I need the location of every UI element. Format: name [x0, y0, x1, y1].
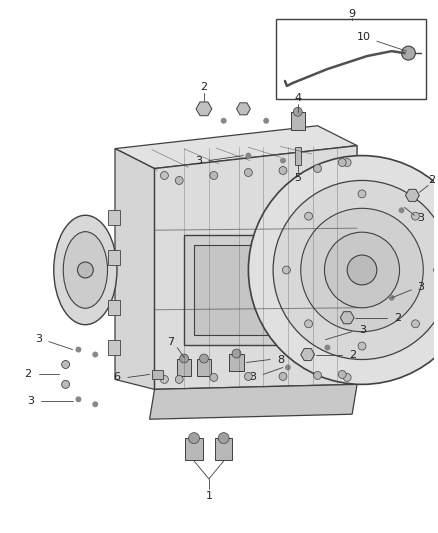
Bar: [295, 147, 301, 165]
Circle shape: [244, 373, 252, 381]
Polygon shape: [340, 312, 354, 324]
Circle shape: [279, 373, 287, 381]
Polygon shape: [115, 126, 357, 168]
Circle shape: [358, 342, 366, 350]
Circle shape: [402, 46, 415, 60]
Circle shape: [245, 152, 251, 158]
Ellipse shape: [63, 232, 107, 308]
Circle shape: [412, 320, 420, 328]
Circle shape: [218, 433, 229, 443]
Text: 7: 7: [167, 337, 174, 346]
Bar: [152, 370, 163, 379]
Ellipse shape: [54, 215, 117, 325]
Bar: [194, 245, 293, 335]
Bar: [291, 112, 305, 130]
Circle shape: [175, 375, 183, 383]
Text: 2: 2: [349, 350, 356, 360]
Text: 2: 2: [394, 313, 401, 323]
Text: 2: 2: [428, 175, 435, 185]
Text: 3: 3: [249, 373, 256, 382]
Circle shape: [189, 433, 199, 443]
Circle shape: [75, 397, 81, 402]
Circle shape: [325, 345, 330, 351]
Bar: [185, 438, 203, 460]
Text: 9: 9: [349, 9, 356, 19]
Circle shape: [285, 365, 291, 370]
Circle shape: [78, 262, 93, 278]
Text: 6: 6: [113, 373, 120, 382]
Circle shape: [434, 266, 438, 274]
Circle shape: [62, 360, 70, 368]
Circle shape: [221, 118, 226, 124]
Circle shape: [389, 295, 395, 301]
Circle shape: [160, 375, 168, 383]
Circle shape: [279, 166, 287, 174]
Ellipse shape: [325, 232, 399, 308]
Circle shape: [412, 212, 420, 220]
Ellipse shape: [248, 156, 438, 384]
Text: 5: 5: [294, 173, 301, 183]
Circle shape: [314, 165, 321, 173]
Circle shape: [210, 374, 218, 382]
Text: 2: 2: [24, 369, 31, 379]
Text: 4: 4: [294, 93, 301, 103]
Bar: [108, 250, 120, 265]
Text: 8: 8: [277, 354, 284, 365]
Ellipse shape: [273, 181, 438, 360]
Circle shape: [92, 352, 98, 358]
Circle shape: [293, 107, 302, 116]
Circle shape: [180, 354, 189, 363]
Bar: [184, 235, 303, 345]
Polygon shape: [150, 384, 357, 419]
Text: 3: 3: [417, 213, 424, 223]
Circle shape: [304, 320, 313, 328]
Circle shape: [92, 401, 98, 407]
Ellipse shape: [301, 208, 423, 332]
Bar: [108, 211, 120, 225]
Polygon shape: [115, 149, 155, 389]
Text: 10: 10: [357, 32, 371, 42]
Circle shape: [399, 207, 405, 213]
Circle shape: [343, 374, 351, 382]
Circle shape: [338, 370, 346, 378]
Polygon shape: [196, 102, 212, 116]
Circle shape: [175, 176, 183, 184]
Circle shape: [199, 354, 208, 363]
Text: 3: 3: [35, 334, 42, 344]
Circle shape: [210, 172, 218, 180]
Text: 2: 2: [200, 82, 208, 92]
Bar: [108, 300, 120, 315]
Bar: [276, 19, 426, 99]
Circle shape: [75, 346, 81, 352]
Circle shape: [160, 172, 168, 180]
Circle shape: [283, 266, 290, 274]
Polygon shape: [237, 103, 251, 115]
Bar: [230, 353, 244, 372]
Circle shape: [232, 349, 241, 358]
Text: 3: 3: [27, 397, 34, 406]
Bar: [215, 438, 233, 460]
Circle shape: [338, 158, 346, 166]
Circle shape: [343, 158, 351, 166]
Circle shape: [304, 212, 313, 220]
Circle shape: [280, 158, 286, 164]
Bar: [108, 340, 120, 354]
Polygon shape: [406, 189, 419, 201]
Circle shape: [62, 381, 70, 389]
Polygon shape: [301, 349, 314, 360]
Bar: [177, 359, 191, 376]
Text: 3: 3: [359, 325, 366, 335]
Polygon shape: [155, 146, 357, 389]
Circle shape: [244, 168, 252, 176]
Bar: [197, 359, 211, 376]
Text: 1: 1: [205, 491, 212, 501]
Text: 3: 3: [417, 282, 424, 292]
Circle shape: [347, 255, 377, 285]
Circle shape: [314, 372, 321, 379]
Text: 3: 3: [195, 156, 202, 166]
Circle shape: [358, 190, 366, 198]
Circle shape: [263, 118, 269, 124]
